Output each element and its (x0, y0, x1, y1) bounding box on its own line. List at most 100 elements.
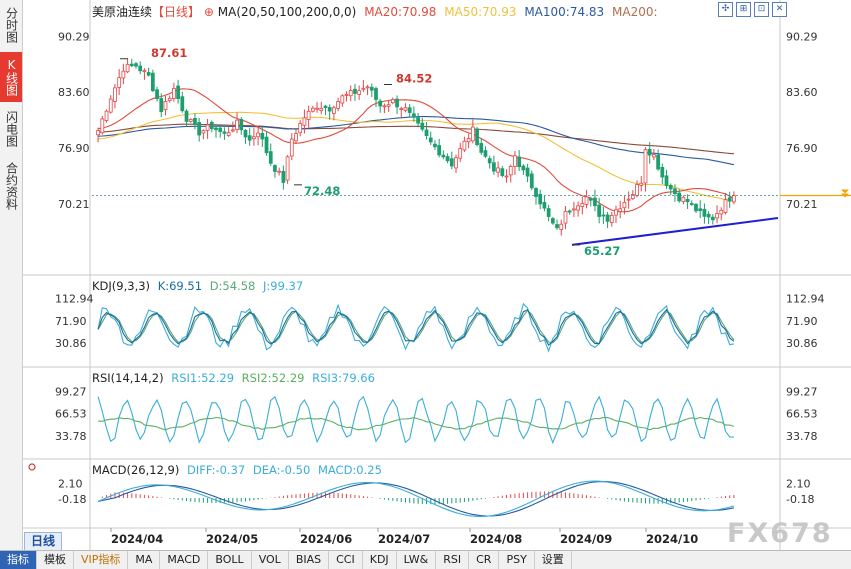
candle-body (113, 87, 117, 102)
period-button[interactable]: 日线 (24, 532, 63, 551)
tab-flash-chart[interactable]: 闪电图 (4, 111, 19, 147)
zoom-icon[interactable]: ⊞ (736, 2, 751, 17)
candle-body (184, 110, 189, 122)
candle-body (285, 156, 290, 181)
candle-body (374, 88, 378, 100)
candle-body (521, 165, 526, 171)
candle-body (201, 130, 206, 134)
macd-title: MACD(26,12,9) (92, 463, 180, 477)
macd-dea-value: DEA:-0.50 (252, 463, 311, 477)
macd-dea-line (97, 481, 735, 517)
time-axis-label: 2024/04 (111, 532, 163, 546)
candle-body (715, 213, 719, 219)
candle-body (252, 136, 256, 140)
candle-body (428, 137, 433, 143)
tab-kdj[interactable]: KDJ (363, 551, 397, 569)
ma20-value: MA20:70.98 (364, 5, 437, 19)
candle-body (719, 209, 724, 215)
candle-body (138, 65, 143, 72)
candle-body (289, 138, 294, 157)
candle-body (496, 167, 500, 173)
kdj-y-tick-right: 71.90 (786, 315, 818, 328)
candle-body (647, 148, 652, 156)
tab-psy[interactable]: PSY (499, 551, 535, 569)
tab-rsi[interactable]: RSI (436, 551, 470, 569)
candle-body (559, 223, 564, 230)
candle-body (622, 202, 627, 209)
candle-body (677, 192, 682, 202)
candle-body (386, 104, 391, 107)
candle-body (100, 118, 105, 134)
candle-body (475, 128, 479, 146)
main-y-tick-right: 76.90 (786, 142, 818, 155)
close-icon[interactable]: ✕ (772, 2, 787, 17)
tab-timeshare[interactable]: 分时图 (4, 7, 19, 43)
settings-icon[interactable]: ⊕ (203, 5, 214, 19)
tab-vip-indicator[interactable]: VIP指标 (74, 551, 129, 569)
rsi-y-tick-right: 99.27 (786, 385, 818, 398)
tab-cr[interactable]: CR (469, 551, 500, 569)
chart-canvas[interactable]: 90.29 90.29 83.60 83.60 76.90 76.90 70.21 70.21… (0, 0, 851, 550)
candle-body (466, 138, 471, 143)
candle-body (176, 85, 180, 100)
rsi3-line (97, 395, 734, 445)
tab-boll[interactable]: BOLL (208, 551, 252, 569)
candle-body (205, 124, 210, 131)
tab-bias[interactable]: BIAS (289, 551, 330, 569)
candle-body (668, 184, 673, 190)
candle-body (264, 136, 269, 154)
macd-hist-value: MACD:0.25 (317, 463, 382, 477)
tab-template[interactable]: 模板 (37, 551, 74, 569)
candle-body (458, 148, 463, 159)
candle-body (319, 108, 324, 112)
candle-body (588, 198, 593, 201)
candle-body (618, 208, 623, 212)
sun-icon (28, 463, 36, 471)
candle-body (706, 213, 711, 218)
candle-body (121, 70, 126, 79)
candle-body (500, 168, 505, 176)
tab-indicator[interactable]: 指标 (0, 551, 37, 569)
ma200-line (98, 123, 734, 155)
macd-y-tick-left: 2.10 (58, 478, 83, 491)
tab-contract-info[interactable]: 合约资料 (4, 162, 19, 210)
tab-lw[interactable]: LW& (397, 551, 437, 569)
tab-ma[interactable]: MA (128, 551, 161, 569)
crosshair-icon[interactable]: ✣ (718, 2, 733, 17)
tab-kline[interactable]: K线图 (0, 52, 22, 102)
macd-header: MACD(26,12,9) DIFF:-0.37 DEA:-0.50 MACD:… (92, 463, 382, 477)
tab-vol[interactable]: VOL (252, 551, 289, 569)
tab-cci[interactable]: CCI (329, 551, 363, 569)
candle-body (315, 107, 319, 110)
ma50-line (98, 111, 734, 202)
time-axis-label: 2024/07 (378, 532, 430, 546)
indicator-bar: 指标 模板 VIP指标 MA MACD BOLL VOL BIAS CCI KD… (0, 550, 851, 569)
annotation-label: 72.48 (304, 184, 340, 198)
main-y-tick-left: 83.60 (58, 86, 90, 99)
candle-body (609, 215, 614, 223)
rsi3-value: RSI3:79.66 (312, 371, 375, 385)
rsi-y-tick-left: 66.53 (55, 408, 87, 421)
candle-body (150, 72, 155, 92)
candle-body (517, 156, 522, 168)
grid-icon[interactable]: ⊡ (754, 2, 769, 17)
candle-body (437, 145, 442, 156)
candle-body (256, 132, 260, 138)
candle-body (323, 105, 328, 108)
candle-body (626, 198, 631, 201)
kdj-y-tick-right: 30.86 (786, 337, 818, 350)
tab-settings[interactable]: 设置 (535, 551, 572, 569)
main-y-tick-left: 90.29 (58, 30, 90, 43)
candle-body (567, 210, 572, 213)
candle-body (243, 129, 248, 138)
instrument-title: 美原油连续 (92, 5, 153, 19)
candle-body (664, 175, 669, 186)
candle-body (576, 205, 580, 211)
kdj-j-value: J:99.37 (263, 279, 304, 293)
candle-body (412, 113, 416, 118)
macd-diff-value: DIFF:-0.37 (187, 463, 246, 477)
candle-body (727, 197, 732, 202)
tab-macd[interactable]: MACD (160, 551, 209, 569)
candle-body (689, 203, 694, 205)
kdj-k-value: K:69.51 (157, 279, 203, 293)
